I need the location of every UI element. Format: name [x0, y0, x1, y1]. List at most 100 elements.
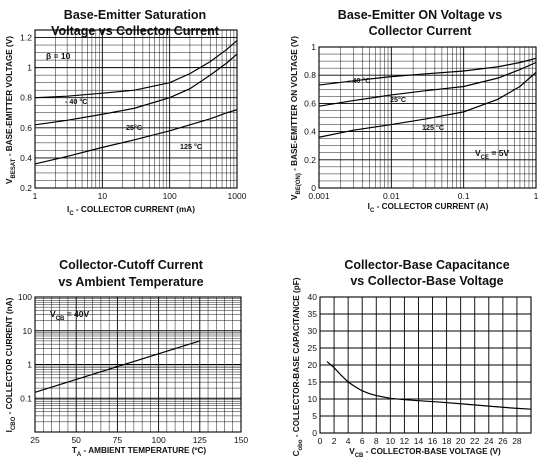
condition-label-symbol: V: [475, 148, 481, 158]
condition-label: β = 10: [46, 51, 71, 61]
x-axis-label-symbol: V: [349, 447, 355, 456]
y-tick-label: 0.6: [20, 123, 32, 133]
y-axis-label-symbol: C: [292, 450, 301, 456]
y-axis-label: VBESAT - BASE-EMITTER VOLTAGE (V): [5, 36, 17, 184]
chart-2: Base-Emitter ON Voltage vs Collector Curr…: [290, 8, 539, 214]
y-axis-label: ICBO - COLLECTOR CURRENT (nA): [5, 297, 17, 432]
x-axis-label: IC - COLLECTOR CURRENT (A): [368, 202, 489, 214]
series-line-1: [34, 340, 200, 393]
grid: [34, 296, 242, 432]
x-axis-label-text: - AMBIENT TEMPERATURE (ºC): [81, 446, 206, 455]
plot-frame: [34, 296, 242, 433]
y-tick-label: 20: [308, 360, 318, 370]
y-tick-label: 0.4: [20, 153, 32, 163]
y-tick-label: 0.8: [20, 93, 32, 103]
plot-frame: [318, 46, 537, 189]
series-line-1: [34, 40, 238, 99]
chart-title-line-1: Collector-Base Capacitance: [344, 258, 509, 272]
grid: [318, 46, 537, 189]
x-axis-label-symbol: T: [72, 446, 77, 455]
condition-label-subscript: CE: [481, 155, 489, 161]
y-tick-label: 35: [308, 309, 318, 319]
x-tick-label: 2: [332, 436, 337, 446]
chart-title-line-2: Voltage vs Collector Current: [51, 24, 220, 38]
y-axis-label-symbol: V: [5, 178, 14, 184]
y-tick-label: 0.8: [304, 70, 316, 80]
y-axis-label: Cobo - COLLECTOR-BASE CAPACITANCE (pF): [292, 277, 304, 456]
condition-label-text: = 5V: [489, 148, 509, 158]
x-tick-label: 0.001: [308, 191, 330, 201]
y-tick-label: 0.1: [20, 393, 32, 403]
y-tick-label: 0.2: [304, 155, 316, 165]
x-tick-label: 75: [113, 435, 123, 445]
x-axis-label-text: - COLLECTOR-BASE VOLTAGE (V): [363, 447, 501, 456]
series-label: - 40 °C: [65, 97, 87, 106]
x-axis-label: TA - AMBIENT TEMPERATURE (ºC): [72, 446, 207, 458]
condition-label-subscript: CB: [56, 316, 65, 322]
condition-label: VCE = 5V: [475, 148, 509, 161]
x-tick-label: 24: [484, 436, 494, 446]
chart-1: Base-Emitter Saturation Voltage vs Collec…: [5, 8, 247, 217]
x-tick-label: 12: [400, 436, 410, 446]
x-tick-label: 0.01: [383, 191, 400, 201]
y-axis-label-text: - BASE-EMITTER ON VOLTAGE (V): [290, 36, 299, 173]
chart-4: Collector-Base Capacitance vs Collector-B…: [292, 258, 532, 459]
x-tick-label: 28: [512, 436, 522, 446]
x-tick-label: 1000: [228, 191, 247, 201]
x-axis-label: VCB - COLLECTOR-BASE VOLTAGE (V): [349, 447, 501, 459]
x-axis-label-subscript: C: [69, 211, 74, 217]
x-axis-label-text: - COLLECTOR CURRENT (mA): [74, 205, 196, 214]
y-axis-label-text: - BASE-EMITTER VOLTAGE (V): [5, 36, 14, 159]
chart-title-line-2: vs Ambient Temperature: [58, 275, 203, 289]
x-tick-label: 4: [346, 436, 351, 446]
y-axis-label-subscript: obo: [298, 439, 304, 450]
y-tick-label: 1: [27, 360, 32, 370]
x-axis-label: IC - COLLECTOR CURRENT (mA): [67, 205, 195, 217]
series-line-3: [318, 71, 537, 138]
chart-title-line-2: Collector Current: [369, 24, 473, 38]
x-axis-label-symbol: I: [368, 202, 370, 211]
x-tick-label: 125: [193, 435, 207, 445]
series-line-3: [34, 109, 238, 165]
chart-title-line-2: vs Collector-Base Voltage: [350, 274, 503, 288]
chart-title-line-1: Base-Emitter ON Voltage vs: [338, 8, 502, 22]
condition-label-text: = 40V: [64, 309, 89, 319]
x-tick-label: 0: [318, 436, 323, 446]
series-label: 25°C: [390, 95, 406, 104]
x-tick-label: 10: [98, 191, 108, 201]
x-axis-label-symbol: I: [67, 205, 69, 214]
x-tick-label: 50: [71, 435, 81, 445]
grid: [319, 296, 531, 434]
x-tick-label: 14: [414, 436, 424, 446]
grid: [34, 30, 238, 189]
series-label: 125 °C: [180, 142, 202, 151]
x-tick-label: 8: [374, 436, 379, 446]
x-tick-label: 6: [360, 436, 365, 446]
x-tick-label: 26: [498, 436, 508, 446]
x-tick-label: 16: [428, 436, 438, 446]
x-axis-label-subscript: CB: [355, 453, 364, 459]
y-tick-label: 0.2: [20, 183, 32, 193]
series-line-1: [318, 57, 537, 86]
y-tick-label: 1: [311, 42, 316, 52]
x-tick-label: 22: [470, 436, 480, 446]
y-axis-label-text: - COLLECTOR-BASE CAPACITANCE (pF): [292, 277, 301, 439]
series-label: - 40 °C: [348, 76, 370, 85]
plot-frame: [319, 296, 532, 434]
y-axis-label-symbol: V: [290, 194, 299, 200]
y-axis-label-subscript: BESAT: [11, 158, 17, 178]
x-tick-label: 20: [456, 436, 466, 446]
y-tick-label: 40: [308, 292, 318, 302]
plot-frame: [34, 29, 238, 189]
x-tick-label: 25: [30, 435, 40, 445]
chart-title-line-1: Base-Emitter Saturation: [64, 8, 206, 22]
x-tick-label: 0.1: [458, 191, 470, 201]
series-line-1: [326, 361, 532, 410]
y-tick-label: 5: [312, 411, 317, 421]
series-line-2: [34, 53, 238, 126]
y-tick-label: 1: [27, 63, 32, 73]
y-axis-label-subscript: CBO: [11, 416, 17, 430]
x-axis-label-text: - COLLECTOR CURRENT (A): [374, 202, 488, 211]
y-axis-label-symbol: I: [5, 430, 14, 432]
y-tick-label: 0: [312, 428, 317, 438]
